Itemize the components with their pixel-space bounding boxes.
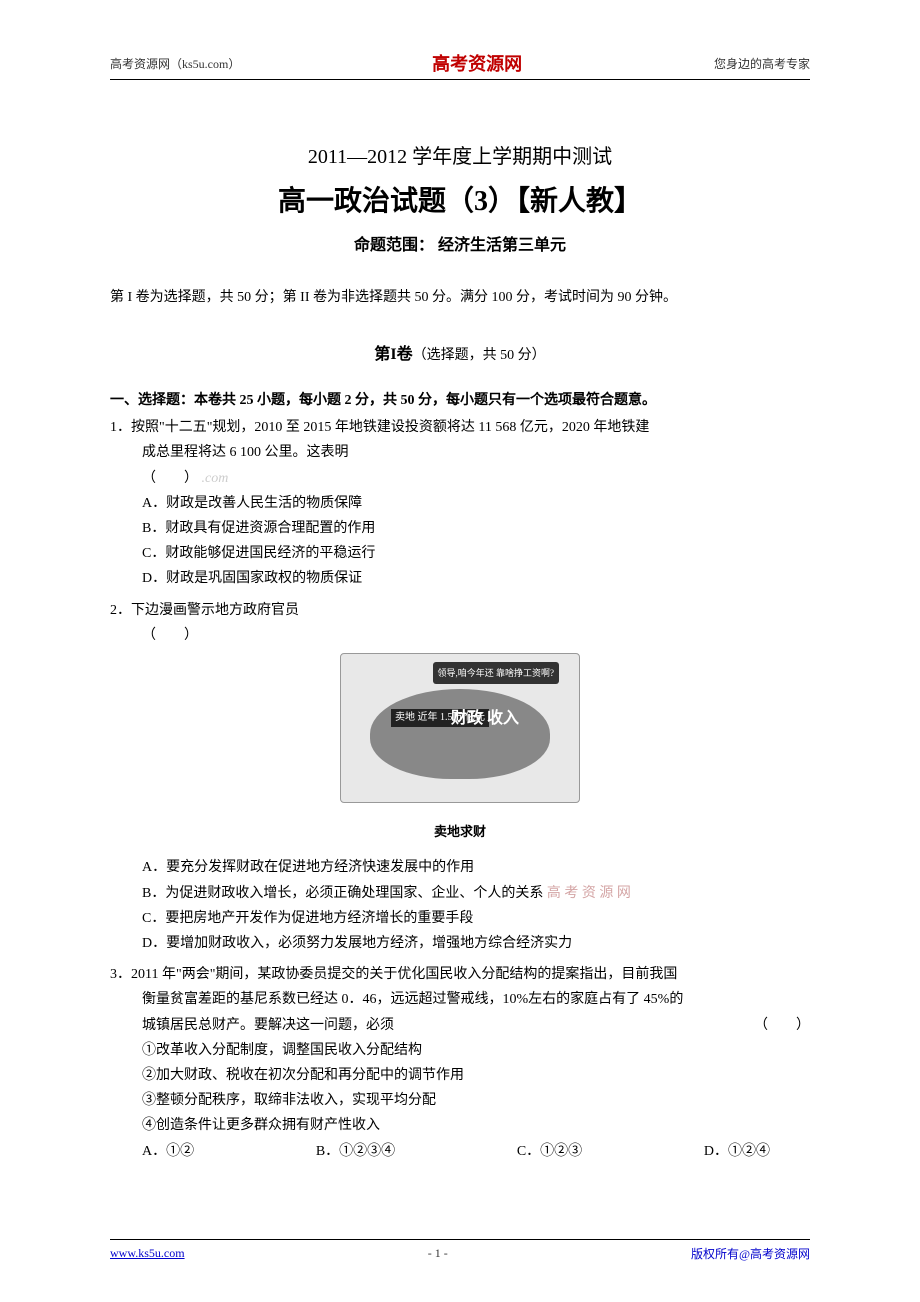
- section-1-title: 第I卷（选择题，共 50 分）: [110, 340, 810, 364]
- q3-blank: （ ）: [754, 1013, 810, 1038]
- title-line-1: 2011—2012 学年度上学期期中测试: [110, 140, 810, 169]
- q1-text: 1．按照"十二五"规划，2010 至 2015 年地铁建设投资额将达 11 56…: [110, 415, 810, 440]
- cartoon-speech-bubble: 领导,咱今年还 靠啥挣工资啊?: [433, 662, 560, 684]
- q3-cont1: 衡量贫富差距的基尼系数已经达 0．46，远远超过警戒线，10%左右的家庭占有了 …: [110, 987, 810, 1012]
- title-line-2: 高一政治试题（3）【新人教】: [110, 179, 810, 219]
- footer-url: www.ks5u.com: [110, 1246, 185, 1261]
- q2-blank: （ ）: [110, 623, 810, 648]
- section-title-bold: 第I卷: [374, 346, 412, 363]
- q3-options-row: A．①② B．①②③④ C．①②③ D．①②④: [110, 1139, 810, 1164]
- cartoon-caption: 卖地求财: [110, 820, 810, 843]
- q3-option-a: A．①②: [142, 1139, 194, 1164]
- q1-option-a: A．财政是改善人民生活的物质保障: [110, 491, 810, 516]
- page-header: 高考资源网（ks5u.com） 高考资源网 您身边的高考专家: [110, 50, 810, 80]
- watermark-icon: .com: [202, 471, 229, 486]
- q1-option-b: B．财政具有促进资源合理配置的作用: [110, 516, 810, 541]
- watermark-text: 高 考 资 源 网: [547, 886, 631, 901]
- footer-page-number: - 1 -: [428, 1246, 448, 1261]
- page-footer: www.ks5u.com - 1 - 版权所有@高考资源网: [110, 1239, 810, 1262]
- q2-option-d: D．要增加财政收入，必须努力发展地方经济，增强地方综合经济实力: [110, 931, 810, 956]
- cartoon-body: [370, 689, 550, 779]
- cartoon-label-2: 财政 收入: [451, 709, 519, 728]
- q1-option-d: D．财政是巩固国家政权的物质保证: [110, 566, 810, 591]
- q3-text: 3．2011 年"两会"期间，某政协委员提交的关于优化国民收入分配结构的提案指出…: [110, 962, 810, 987]
- q2-option-a: A．要充分发挥财政在促进地方经济快速发展中的作用: [110, 855, 810, 880]
- question-1: 1．按照"十二五"规划，2010 至 2015 年地铁建设投资额将达 11 56…: [110, 415, 810, 591]
- header-left: 高考资源网（ks5u.com）: [110, 55, 240, 72]
- header-right: 您身边的高考专家: [714, 55, 810, 72]
- intro-text: 第 I 卷为选择题，共 50 分；第 II 卷为非选择题共 50 分。满分 10…: [110, 285, 810, 310]
- part-1-heading: 一、选择题：本卷共 25 小题，每小题 2 分，共 50 分，每小题只有一个选项…: [110, 389, 810, 409]
- question-2: 2．下边漫画警示地方政府官员 （ ） 领导,咱今年还 靠啥挣工资啊? 卖地 近年…: [110, 598, 810, 957]
- question-3: 3．2011 年"两会"期间，某政协委员提交的关于优化国民收入分配结构的提案指出…: [110, 962, 810, 1164]
- q3-statement-2: ②加大财政、税收在初次分配和再分配中的调节作用: [110, 1063, 810, 1088]
- q2-option-c: C．要把房地产开发作为促进地方经济增长的重要手段: [110, 906, 810, 931]
- q2-text: 2．下边漫画警示地方政府官员: [110, 598, 810, 623]
- q3-option-d: D．①②④: [704, 1139, 770, 1164]
- section-title-normal: （选择题，共 50 分）: [413, 348, 546, 363]
- cartoon-image: 领导,咱今年还 靠啥挣工资啊? 卖地 近年 1.5万 亿元 财政 收入: [340, 653, 580, 803]
- cartoon-container: 领导,咱今年还 靠啥挣工资啊? 卖地 近年 1.5万 亿元 财政 收入 卖地求财: [110, 653, 810, 844]
- q3-statement-1: ①改革收入分配制度，调整国民收入分配结构: [110, 1038, 810, 1063]
- q3-statement-3: ③整顿分配秩序，取缔非法收入，实现平均分配: [110, 1088, 810, 1113]
- q3-cont2: 城镇居民总财产。要解决这一问题，必须: [142, 1013, 394, 1038]
- q3-cont2-row: 城镇居民总财产。要解决这一问题，必须 （ ）: [110, 1013, 810, 1038]
- q1-blank: （ ） .com: [110, 466, 810, 491]
- header-center-logo: 高考资源网: [432, 50, 522, 76]
- q3-option-c: C．①②③: [517, 1139, 582, 1164]
- q3-option-b: B．①②③④: [316, 1139, 395, 1164]
- q2-option-b: B．为促进财政收入增长，必须正确处理国家、企业、个人的关系 高 考 资 源 网: [110, 881, 810, 906]
- footer-copyright: 版权所有@高考资源网: [691, 1245, 810, 1262]
- q1-continuation: 成总里程将达 6 100 公里。这表明: [110, 440, 810, 465]
- q1-option-c: C．财政能够促进国民经济的平稳运行: [110, 541, 810, 566]
- q3-statement-4: ④创造条件让更多群众拥有财产性收入: [110, 1113, 810, 1138]
- title-line-3: 命题范围： 经济生活第三单元: [110, 231, 810, 255]
